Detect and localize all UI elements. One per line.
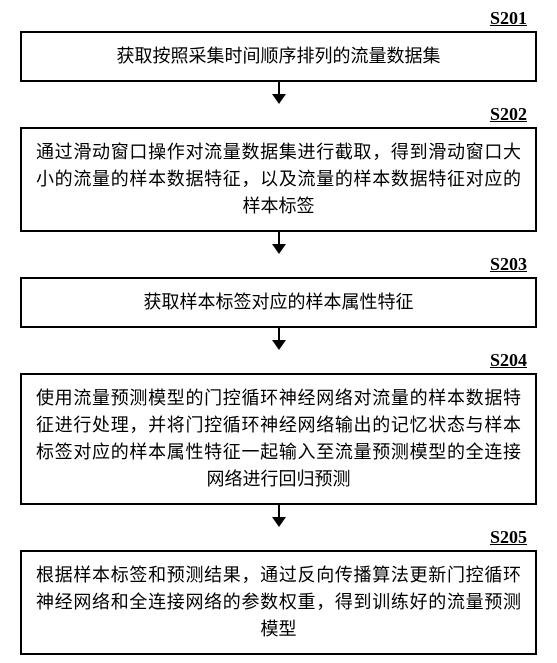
flow-step: S202 通过滑动窗口操作对流量数据集进行截取，得到滑动窗口大小的流量的样本数据… — [20, 104, 537, 232]
step-box: 根据样本标签和预测结果，通过反向传播算法更新门控循环神经网络和全连接网络的参数权… — [20, 550, 537, 655]
flow-step: S205 根据样本标签和预测结果，通过反向传播算法更新门控循环神经网络和全连接网… — [20, 527, 537, 655]
arrow-head-icon — [272, 244, 286, 254]
step-label: S203 — [490, 254, 537, 275]
step-box: 使用流量预测模型的门控循环神经网络对流量的样本数据特征进行处理，并将门控循环神经… — [20, 373, 537, 505]
step-label: S205 — [490, 527, 537, 548]
flow-step: S201 获取按照采集时间顺序排列的流量数据集 — [20, 8, 537, 82]
flow-arrow — [272, 505, 286, 527]
arrow-line — [278, 328, 280, 340]
flow-step: S203 获取样本标签对应的样本属性特征 — [20, 254, 537, 328]
step-box: 获取按照采集时间顺序排列的流量数据集 — [20, 31, 537, 82]
step-box: 通过滑动窗口操作对流量数据集进行截取，得到滑动窗口大小的流量的样本数据特征，以及… — [20, 127, 537, 232]
arrow-line — [278, 232, 280, 244]
flowchart-container: S201 获取按照采集时间顺序排列的流量数据集 S202 通过滑动窗口操作对流量… — [20, 8, 537, 655]
step-label: S202 — [490, 104, 537, 125]
flow-arrow — [272, 82, 286, 104]
arrow-head-icon — [272, 94, 286, 104]
flow-step: S204 使用流量预测模型的门控循环神经网络对流量的样本数据特征进行处理，并将门… — [20, 350, 537, 505]
step-label: S204 — [490, 350, 537, 371]
flow-arrow — [272, 328, 286, 350]
arrow-head-icon — [272, 340, 286, 350]
arrow-line — [278, 82, 280, 94]
arrow-head-icon — [272, 517, 286, 527]
step-box: 获取样本标签对应的样本属性特征 — [20, 277, 537, 328]
flow-arrow — [272, 232, 286, 254]
step-label: S201 — [490, 8, 537, 29]
arrow-line — [278, 505, 280, 517]
